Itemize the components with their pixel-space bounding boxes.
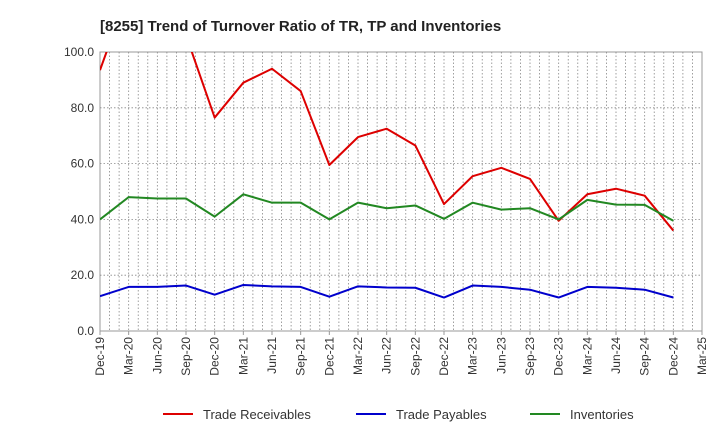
legend-label-trade-receivables: Trade Receivables <box>203 407 311 422</box>
x-tick-label: Dec-19 <box>93 337 107 376</box>
x-tick-label: Mar-25 <box>695 337 709 375</box>
x-tick-label: Jun-21 <box>265 337 279 374</box>
chart-title: [8255] Trend of Turnover Ratio of TR, TP… <box>100 18 501 35</box>
series-line-trade-payables <box>100 283 674 299</box>
x-tick-label: Jun-24 <box>609 337 623 374</box>
x-tick-label: Sep-24 <box>638 337 652 376</box>
series-lines <box>100 52 675 299</box>
x-tick-label: Dec-23 <box>552 337 566 376</box>
y-tick-label: 20.0 <box>71 268 95 282</box>
y-tick-label: 60.0 <box>71 157 95 171</box>
x-axis-ticks: Dec-19 Mar-20 Jun-20 Sep-20 Dec-20 Mar-21 Jun-… <box>93 331 709 376</box>
y-tick-label: 0.0 <box>77 324 94 338</box>
x-tick-label: Sep-23 <box>523 337 537 376</box>
x-tick-label: Mar-21 <box>236 337 250 375</box>
legend: Trade Receivables Trade Payables Inventori… <box>163 407 634 422</box>
x-tick-label: Dec-24 <box>666 337 680 376</box>
x-tick-label: Jun-20 <box>150 337 164 374</box>
x-tick-label: Mar-24 <box>580 337 594 375</box>
legend-label-trade-payables: Trade Payables <box>396 407 487 422</box>
x-tick-label: Sep-20 <box>179 337 193 376</box>
plot-area <box>99 51 703 332</box>
x-tick-label: Dec-20 <box>208 337 222 376</box>
y-axis-ticks: 0.0 20.0 40.0 60.0 80.0 100.0 <box>64 45 94 338</box>
x-tick-label: Mar-20 <box>122 337 136 375</box>
x-tick-label: Mar-23 <box>466 337 480 375</box>
x-tick-label: Mar-22 <box>351 337 365 375</box>
x-tick-label: Jun-22 <box>380 337 394 374</box>
x-tick-label: Dec-22 <box>437 337 451 376</box>
y-tick-label: 100.0 <box>64 45 94 59</box>
series-line-trade-receivables <box>100 52 675 232</box>
series-line-inventories <box>100 193 674 222</box>
x-tick-label: Jun-23 <box>494 337 508 374</box>
y-tick-label: 40.0 <box>71 212 95 226</box>
x-tick-label: Sep-21 <box>294 337 308 376</box>
legend-label-inventories: Inventories <box>570 407 634 422</box>
grid-lines <box>100 52 702 331</box>
y-tick-label: 80.0 <box>71 101 95 115</box>
plot-frame <box>99 51 703 332</box>
x-tick-label: Dec-21 <box>322 337 336 376</box>
x-tick-label: Sep-22 <box>408 337 422 376</box>
